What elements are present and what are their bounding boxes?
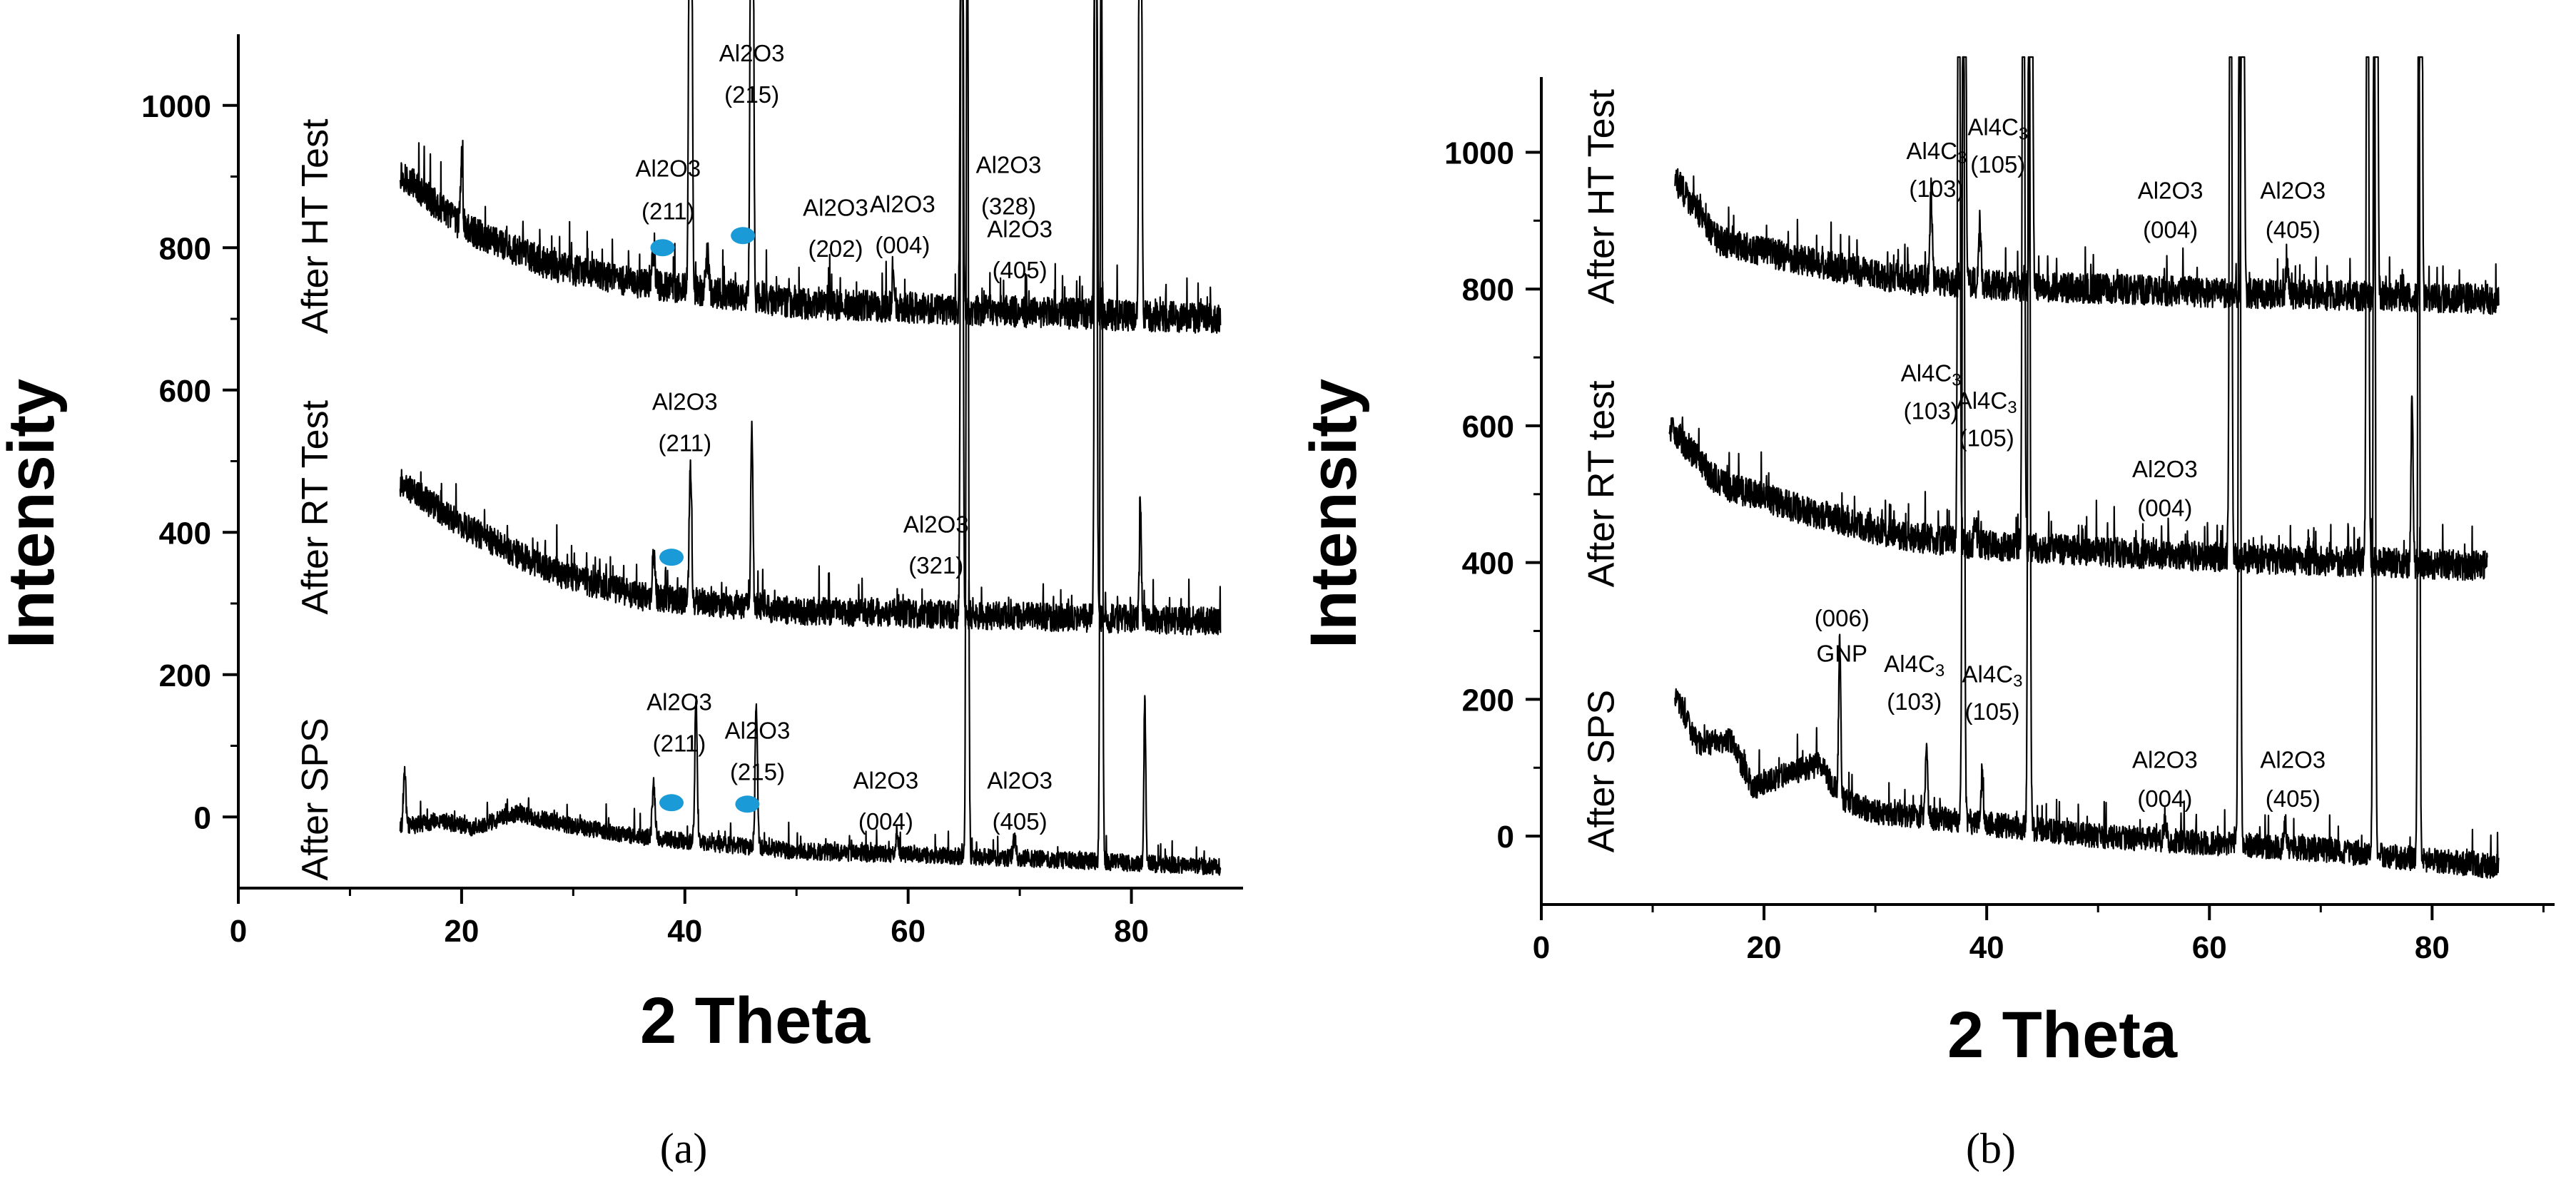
y-tick-label: 1000 bbox=[141, 89, 211, 124]
peak-annotation: (103) bbox=[1909, 175, 1964, 202]
xrd-trace-0 bbox=[399, 0, 1222, 334]
x-tick-label: 80 bbox=[1114, 914, 1149, 949]
peak-annotation: (321) bbox=[908, 552, 963, 579]
y-tick-label: 0 bbox=[1497, 820, 1514, 855]
peak-annotation: (105) bbox=[1970, 151, 2025, 178]
peak-annotation: (103) bbox=[1887, 688, 1942, 715]
peak-annotation: (103) bbox=[1904, 397, 1959, 424]
peak-annotation: Al2O3 bbox=[2132, 746, 2198, 773]
y-tick-label: 600 bbox=[1462, 409, 1514, 444]
phase-marker bbox=[659, 549, 684, 566]
xrd-trace-2 bbox=[1674, 56, 2500, 879]
peak-annotation: Al4C3 bbox=[1957, 387, 2017, 417]
y-tick-label: 800 bbox=[159, 231, 211, 266]
y-tick-label: 800 bbox=[1462, 272, 1514, 307]
peak-annotation: GNP bbox=[1817, 641, 1868, 667]
phase-marker bbox=[659, 794, 684, 812]
phase-marker bbox=[650, 239, 675, 257]
y-axis-title: Intensity bbox=[1297, 379, 1370, 648]
peak-annotation: Al2O3 bbox=[2138, 178, 2204, 204]
trace-label: After SPS bbox=[1581, 690, 1622, 852]
peak-annotation: Al2O3 bbox=[2260, 746, 2326, 773]
peak-annotation: Al2O3 bbox=[976, 152, 1042, 178]
xrd-trace-1 bbox=[399, 0, 1222, 636]
x-axis-title: 2 Theta bbox=[640, 984, 871, 1057]
peak-annotation: (004) bbox=[858, 808, 913, 835]
peak-annotation: Al4C3 bbox=[1967, 113, 2028, 143]
x-tick-label: 60 bbox=[2192, 930, 2227, 965]
peak-annotation: (006) bbox=[1815, 605, 1870, 631]
peak-annotation: (105) bbox=[1959, 425, 2014, 452]
peak-annotation: (405) bbox=[2266, 785, 2321, 812]
y-tick-label: 0 bbox=[194, 800, 211, 835]
peak-annotation: (004) bbox=[2137, 494, 2192, 521]
panel-label-a: (a) bbox=[660, 1125, 708, 1172]
x-tick-label: 80 bbox=[2415, 930, 2450, 965]
peak-annotation: (211) bbox=[642, 198, 695, 224]
peak-annotation: (004) bbox=[2137, 785, 2192, 812]
x-tick-label: 40 bbox=[667, 914, 702, 949]
y-tick-label: 1000 bbox=[1444, 136, 1514, 170]
peak-annotation: (215) bbox=[730, 758, 785, 785]
peak-annotation: (405) bbox=[993, 808, 1048, 835]
peak-annotation: Al2O3 bbox=[903, 511, 969, 537]
peak-annotation: Al2O3 bbox=[853, 767, 919, 793]
peak-annotation: (405) bbox=[2266, 216, 2321, 243]
chart-panel-b: 0 200 400 600 800 1000 0 20 40 60 80 2 Theta Intensi… bbox=[1297, 56, 2555, 1071]
x-tick-label: 0 bbox=[230, 914, 247, 949]
y-axis-title: Intensity bbox=[0, 379, 68, 648]
y-tick-label: 600 bbox=[159, 374, 211, 409]
trace-label: After HT Test bbox=[295, 118, 336, 334]
y-tick-label: 400 bbox=[1462, 546, 1514, 581]
peak-annotation: (004) bbox=[875, 232, 930, 258]
peak-annotation: Al2O3 bbox=[652, 389, 718, 415]
trace-label: After SPS bbox=[295, 718, 336, 880]
phase-marker bbox=[735, 795, 760, 813]
xrd-trace-2 bbox=[399, 0, 1222, 876]
x-tick-label: 0 bbox=[1533, 930, 1550, 965]
peak-annotation: Al2O3 bbox=[987, 767, 1053, 793]
peak-annotation: Al2O3 bbox=[987, 215, 1053, 242]
peak-annotation: Al2O3 bbox=[646, 689, 712, 715]
x-tick-label: 20 bbox=[444, 914, 479, 949]
chart-panel-a: 0 200 400 600 800 1000 0 20 40 60 80 2 Theta Intensi… bbox=[0, 0, 1243, 1057]
peak-annotation: Al4C3 bbox=[1907, 138, 1967, 168]
x-tick-label: 40 bbox=[1969, 930, 2004, 965]
xrd-trace-0 bbox=[1674, 56, 2500, 315]
peak-annotation: Al2O3 bbox=[2260, 178, 2326, 204]
trace-label: After HT Test bbox=[1581, 88, 1622, 304]
x-tick-label: 60 bbox=[891, 914, 926, 949]
peak-annotation: (405) bbox=[993, 257, 1048, 283]
peak-annotation: Al2O3 bbox=[2132, 456, 2198, 482]
panel-label-b: (b) bbox=[1966, 1125, 2016, 1172]
x-tick-label: 20 bbox=[1747, 930, 1782, 965]
peak-annotation: Al4C3 bbox=[1884, 651, 1944, 681]
peak-annotation: Al2O3 bbox=[870, 190, 935, 217]
peak-annotation: (211) bbox=[658, 430, 711, 457]
peak-annotation: (328) bbox=[981, 193, 1036, 219]
peak-annotation: Al2O3 bbox=[635, 156, 701, 182]
peak-annotation: (202) bbox=[808, 235, 863, 262]
trace-label: After RT test bbox=[1581, 380, 1622, 588]
peak-annotation: Al4C3 bbox=[1901, 360, 1962, 390]
y-tick-label: 200 bbox=[159, 658, 211, 693]
peak-annotation: (215) bbox=[724, 81, 779, 108]
peak-annotation: Al2O3 bbox=[725, 718, 791, 744]
peak-annotation: (105) bbox=[1964, 698, 2019, 725]
y-tick-label: 400 bbox=[159, 516, 211, 551]
y-tick-label: 200 bbox=[1462, 683, 1514, 718]
phase-marker bbox=[731, 227, 756, 245]
xrd-trace-1 bbox=[1668, 56, 2488, 581]
x-axis-title: 2 Theta bbox=[1947, 999, 2178, 1071]
peak-annotation: Al4C3 bbox=[1962, 661, 2023, 691]
peak-annotation: (211) bbox=[653, 730, 706, 756]
peak-annotation: Al2O3 bbox=[719, 40, 785, 66]
peak-annotation: Al2O3 bbox=[803, 194, 868, 220]
trace-label: After RT Test bbox=[295, 399, 336, 614]
peak-annotation: (004) bbox=[2143, 216, 2198, 243]
